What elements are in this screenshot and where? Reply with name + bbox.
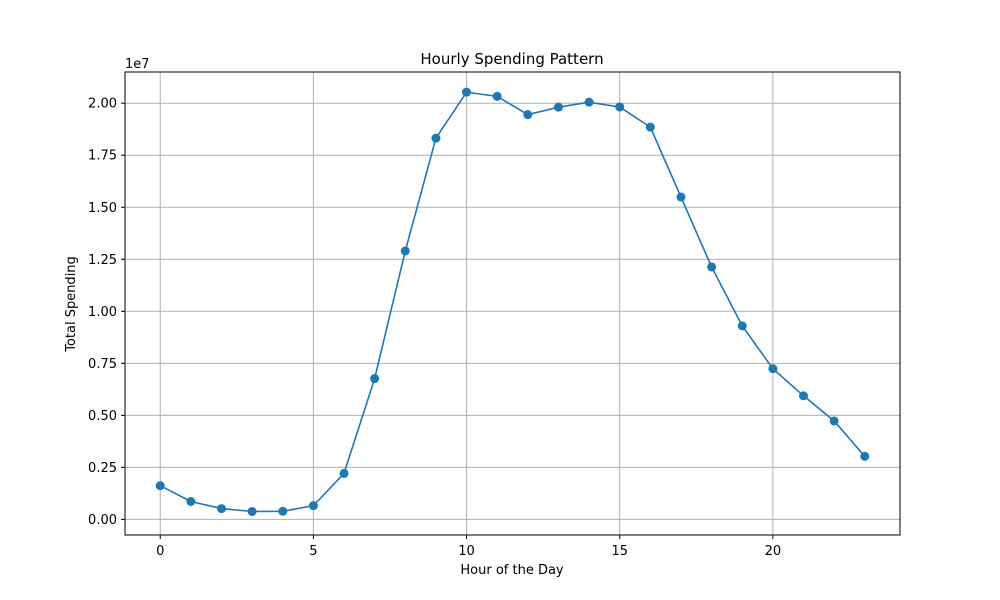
data-point [155,481,165,491]
y-tick-label: 0.25 [88,461,117,476]
x-tick-label: 5 [309,544,317,559]
y-tick-label: 0.50 [88,409,117,424]
data-point [860,451,870,461]
data-point [278,506,288,516]
data-point [523,110,533,120]
data-point [216,504,226,514]
data-point [768,364,778,374]
data-point [431,133,441,143]
data-point [462,87,472,97]
y-axis-label: Total Spending [64,256,79,353]
y-tick-label: 1.25 [88,253,117,268]
grid [125,72,900,535]
x-tick-label: 10 [458,544,475,559]
data-point [737,321,747,331]
data-point [186,496,196,506]
data-point [370,374,380,384]
data-point [707,262,717,272]
data-point [615,102,625,112]
x-tick-label: 20 [765,544,782,559]
y-tick-label: 1.75 [88,149,117,164]
plot-frame [124,71,901,536]
x-tick-label: 0 [156,544,164,559]
x-axis: 0 5 10 15 20 [156,535,781,559]
y-offset-label: 1e7 [125,57,150,72]
y-tick-label: 1.00 [88,305,117,320]
x-tick-label: 15 [611,544,628,559]
series-spending [155,87,870,516]
series-line [159,91,866,513]
data-point [799,391,809,401]
y-tick-label: 1.50 [88,201,117,216]
data-point [308,501,318,511]
data-point [829,416,839,426]
data-point [492,91,502,101]
y-axis: 0.00 0.25 0.50 0.75 1.00 1.25 1.50 1.75 2.00 [88,97,125,528]
x-axis-label: Hour of the Day [460,563,564,578]
y-tick-label: 2.00 [88,97,117,112]
chart-title: Hourly Spending Pattern [420,50,603,68]
data-point [584,97,594,107]
data-point [339,468,349,478]
y-tick-label: 0.00 [88,513,117,528]
y-tick-label: 0.75 [88,357,117,372]
data-point [645,122,655,132]
data-point [247,506,257,516]
data-point [676,192,686,202]
data-point [400,246,410,256]
data-point [553,102,563,112]
